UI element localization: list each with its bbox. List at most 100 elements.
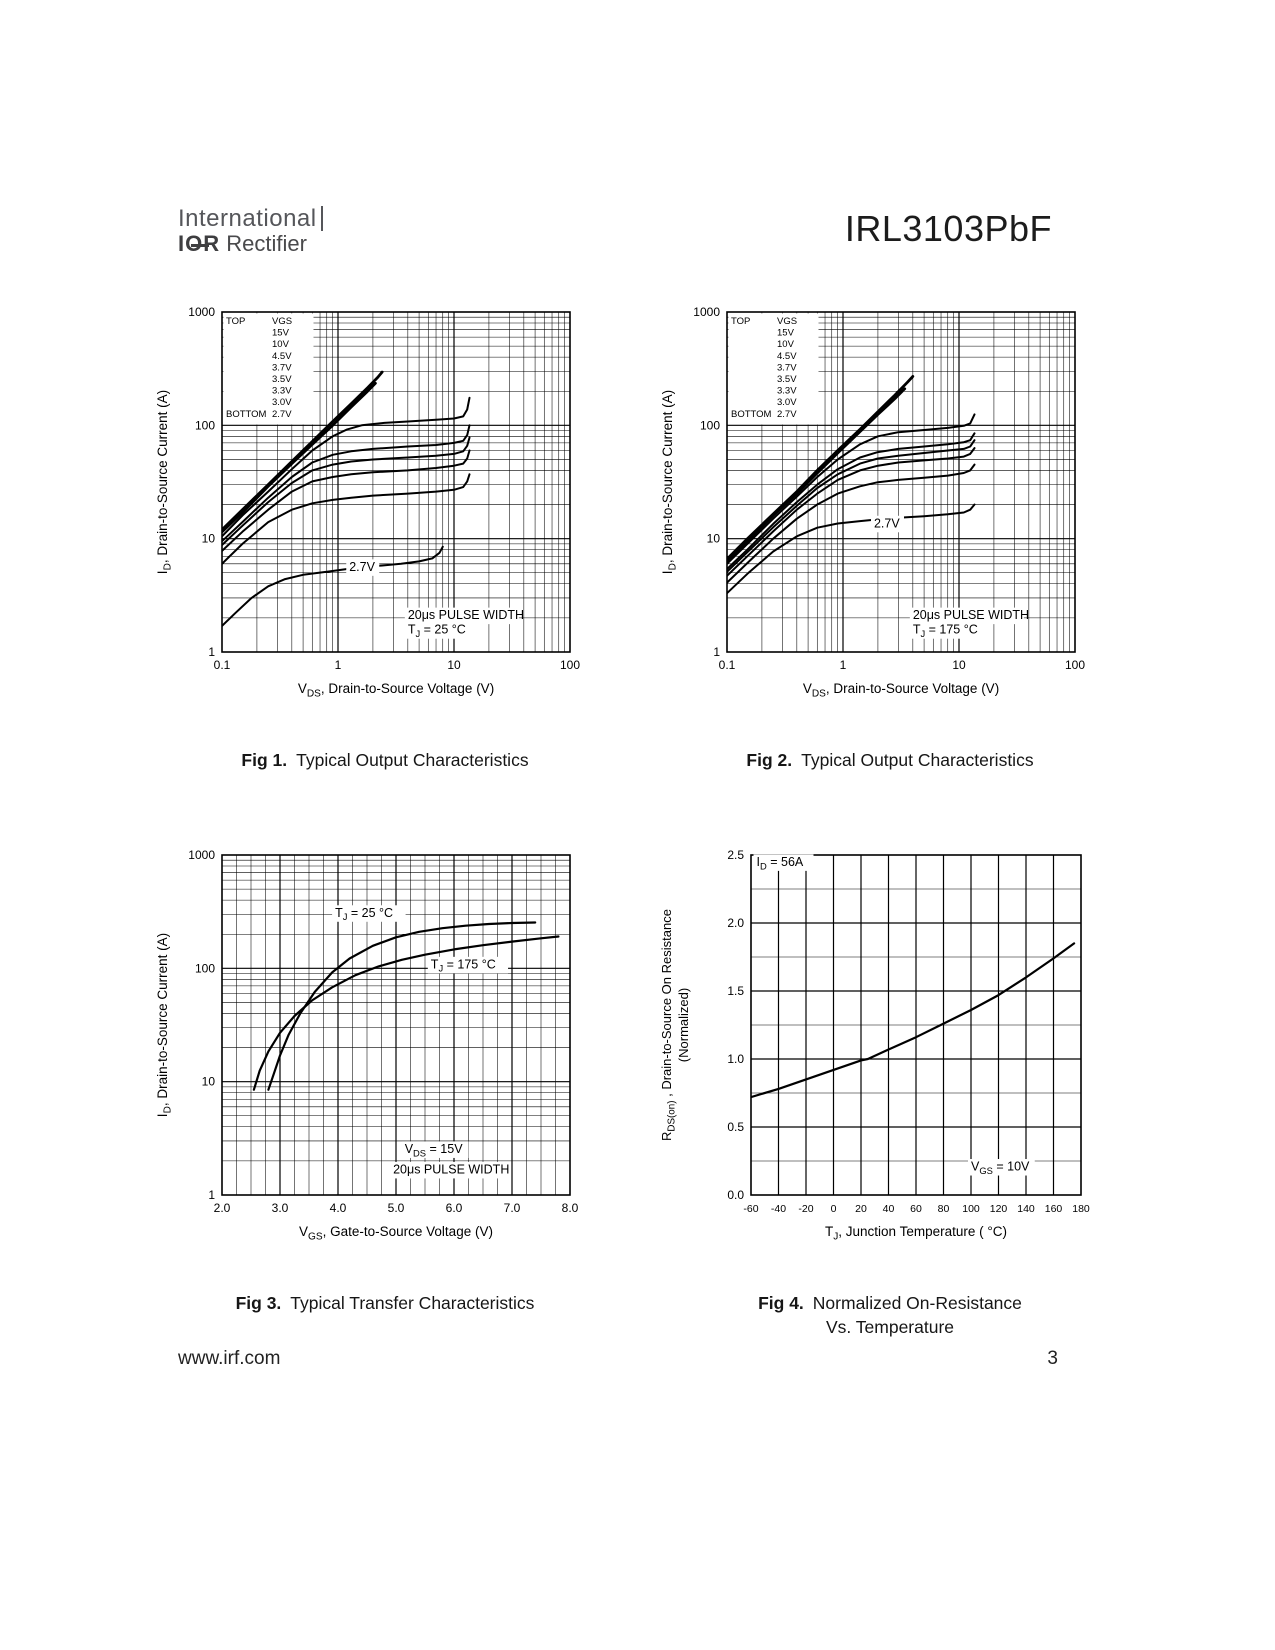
svg-text:(Normalized): (Normalized) <box>676 988 691 1062</box>
company-logo: International IOR Rectifier <box>178 206 323 255</box>
svg-text:10: 10 <box>707 532 721 546</box>
svg-text:0.5: 0.5 <box>727 1120 744 1134</box>
figure-3: TJ = 25 °C TJ = 175 °C VDS = 15V 20μs PULSE… <box>150 839 620 1338</box>
svg-text:100: 100 <box>195 418 215 432</box>
svg-text:0.1: 0.1 <box>719 658 736 672</box>
svg-text:1: 1 <box>208 1188 215 1202</box>
svg-text:3.3V: 3.3V <box>777 386 797 397</box>
charts-grid: 2.7V 20μs PULSE WIDTH TJ = 25 °C TOP VGS 15V 1… <box>150 296 1125 1338</box>
svg-text:TJ = 175 °C: TJ = 175 °C <box>913 623 978 639</box>
svg-text:TOP: TOP <box>226 316 245 327</box>
svg-text:8.0: 8.0 <box>562 1201 579 1215</box>
svg-text:0.1: 0.1 <box>214 658 231 672</box>
part-number: IRL3103PbF <box>844 208 1052 249</box>
svg-text:1000: 1000 <box>693 305 720 319</box>
svg-text:TJ = 25 °C: TJ = 25 °C <box>335 906 393 922</box>
svg-text:VGS = 10V: VGS = 10V <box>971 1160 1030 1176</box>
svg-text:15V: 15V <box>272 328 290 339</box>
svg-text:1.5: 1.5 <box>727 984 744 998</box>
website-link[interactable]: www.irf.com <box>178 1348 281 1369</box>
svg-text:VDS, Drain-to-Source Voltage (: VDS, Drain-to-Source Voltage (V) <box>298 681 494 700</box>
figure-4: ID = 56A VGS = 10V -60 -40 -20 0 20 40 60 80 100 12… <box>655 839 1125 1338</box>
page-number: 3 <box>1047 1348 1058 1369</box>
fig1-caption-label: Fig 1. <box>241 750 288 770</box>
svg-text:VGS: VGS <box>777 316 797 327</box>
svg-text:-60: -60 <box>743 1203 758 1215</box>
svg-text:TJ = 175 °C: TJ = 175 °C <box>431 957 496 973</box>
fig3-caption-label: Fig 3. <box>235 1293 282 1313</box>
svg-text:2.0: 2.0 <box>727 916 744 930</box>
svg-text:1: 1 <box>335 658 342 672</box>
svg-text:1: 1 <box>208 645 215 659</box>
svg-text:2.7V: 2.7V <box>349 560 375 574</box>
svg-text:10: 10 <box>952 658 966 672</box>
svg-text:1: 1 <box>713 645 720 659</box>
svg-text:40: 40 <box>883 1203 895 1215</box>
svg-text:ID = 56A: ID = 56A <box>757 855 804 871</box>
fig1-caption: Fig 1. Typical Output Characteristics <box>150 750 620 771</box>
svg-text:20μs PULSE WIDTH: 20μs PULSE WIDTH <box>393 1162 509 1176</box>
page-footer: www.irf.com 3 <box>178 1348 1058 1370</box>
svg-text:3.3V: 3.3V <box>272 386 292 397</box>
logo-international: International <box>178 206 323 231</box>
ior-logo-icon: IOR <box>178 231 221 257</box>
svg-text:VGS, Gate-to-Source Voltage (V: VGS, Gate-to-Source Voltage (V) <box>299 1224 493 1243</box>
svg-text:4.0: 4.0 <box>330 1201 347 1215</box>
svg-text:100: 100 <box>560 658 580 672</box>
svg-text:3.0: 3.0 <box>272 1201 289 1215</box>
figure-2: 2.7V 20μs PULSE WIDTH TJ = 175 °C TOP VGS 15V… <box>655 296 1125 771</box>
logo-rectifier-text: Rectifier <box>220 231 307 257</box>
svg-text:100: 100 <box>962 1203 980 1215</box>
svg-text:180: 180 <box>1072 1203 1090 1215</box>
svg-text:RDS(on) , Drain-to-Source On R: RDS(on) , Drain-to-Source On Resistance <box>659 909 678 1141</box>
svg-text:6.0: 6.0 <box>446 1201 463 1215</box>
svg-text:0: 0 <box>831 1203 837 1215</box>
svg-text:TJ = 25 °C: TJ = 25 °C <box>408 623 466 639</box>
svg-text:1.0: 1.0 <box>727 1052 744 1066</box>
svg-text:2.7V: 2.7V <box>874 516 900 530</box>
svg-text:20: 20 <box>855 1203 867 1215</box>
svg-text:1000: 1000 <box>188 848 215 862</box>
svg-text:10: 10 <box>447 658 461 672</box>
svg-text:-40: -40 <box>771 1203 786 1215</box>
fig1-caption-text: Typical Output Characteristics <box>296 750 529 770</box>
fig4-caption-label: Fig 4. <box>758 1293 804 1313</box>
svg-text:20μs PULSE WIDTH: 20μs PULSE WIDTH <box>913 608 1029 622</box>
svg-text:TOP: TOP <box>731 316 750 327</box>
svg-text:VGS: VGS <box>272 316 292 327</box>
svg-text:VDS, Drain-to-Source Voltage (: VDS, Drain-to-Source Voltage (V) <box>803 681 999 700</box>
svg-text:80: 80 <box>938 1203 950 1215</box>
svg-text:-20: -20 <box>798 1203 813 1215</box>
svg-text:160: 160 <box>1045 1203 1063 1215</box>
figure-1: 2.7V 20μs PULSE WIDTH TJ = 25 °C TOP VGS 15V 1… <box>150 296 620 771</box>
svg-text:3.7V: 3.7V <box>272 362 292 373</box>
fig4-on-resistance-chart: ID = 56A VGS = 10V -60 -40 -20 0 20 40 60 80 100 12… <box>659 848 1090 1243</box>
svg-text:4.5V: 4.5V <box>777 351 797 362</box>
fig4-caption: Fig 4. Normalized On-Resistance Vs. Tempe… <box>655 1293 1125 1338</box>
svg-text:120: 120 <box>990 1203 1008 1215</box>
svg-text:BOTTOM: BOTTOM <box>226 409 267 420</box>
logo-rectifier-line: IOR Rectifier <box>178 232 323 255</box>
svg-text:60: 60 <box>910 1203 922 1215</box>
svg-text:5.0: 5.0 <box>388 1201 405 1215</box>
svg-text:TJ, Junction Temperature ( °C: TJ, Junction Temperature ( °C) <box>825 1224 1007 1243</box>
svg-text:4.5V: 4.5V <box>272 351 292 362</box>
svg-text:1: 1 <box>840 658 847 672</box>
svg-text:VDS = 15V: VDS = 15V <box>405 1142 464 1158</box>
svg-text:7.0: 7.0 <box>504 1201 521 1215</box>
svg-text:ID, Drain-to-Source Current (: ID, Drain-to-Source Current (A) <box>660 390 679 574</box>
fig2-caption-text: Typical Output Characteristics <box>801 750 1034 770</box>
svg-text:100: 100 <box>1065 658 1085 672</box>
svg-text:3.0V: 3.0V <box>777 397 797 408</box>
svg-text:2.7V: 2.7V <box>777 409 797 420</box>
svg-text:2.5: 2.5 <box>727 848 744 862</box>
fig3-caption-text: Typical Transfer Characteristics <box>290 1293 535 1313</box>
fig3-transfer-characteristics-chart: TJ = 25 °C TJ = 175 °C VDS = 15V 20μs PULSE… <box>155 848 579 1243</box>
fig4-caption-text: Normalized On-Resistance <box>812 1293 1022 1313</box>
svg-text:2.7V: 2.7V <box>272 409 292 420</box>
svg-text:3.5V: 3.5V <box>777 374 797 385</box>
svg-text:0.0: 0.0 <box>727 1188 744 1202</box>
svg-text:140: 140 <box>1017 1203 1035 1215</box>
